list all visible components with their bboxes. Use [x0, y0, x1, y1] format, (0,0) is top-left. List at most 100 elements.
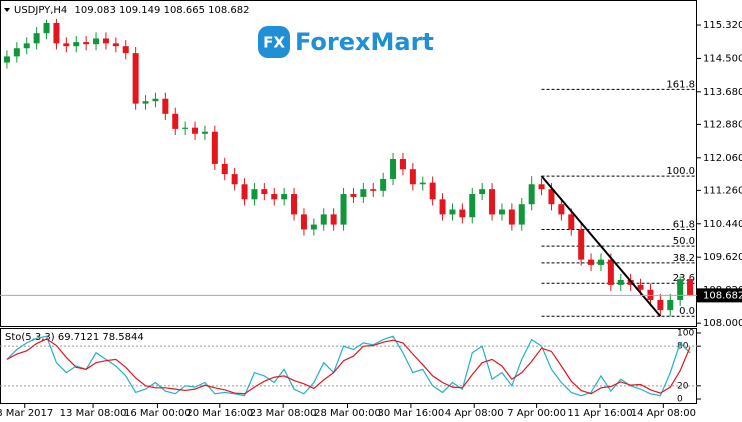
- candle-body: [320, 214, 327, 225]
- ind-tick-label: 80: [677, 342, 689, 352]
- current-price-box: [697, 288, 742, 303]
- candle-body: [251, 189, 258, 200]
- low: 108.665: [164, 5, 205, 16]
- y-tick-label: 112.880: [703, 119, 742, 130]
- header-arrow: [4, 8, 10, 12]
- fib-label: 23.6: [673, 273, 695, 284]
- main-panel: [0, 0, 697, 327]
- x-tick-label: 11 Apr 16:00: [567, 408, 632, 419]
- high: 109.149: [119, 5, 160, 16]
- logo-icon: FX: [263, 34, 285, 52]
- current-price-label: 108.682: [703, 290, 742, 301]
- y-tick-label: 108.000: [703, 318, 742, 329]
- x-tick-label: 14 Apr 08:00: [631, 408, 696, 419]
- candle-body: [479, 189, 486, 195]
- candle-body: [23, 43, 30, 49]
- fib-label: 50.0: [673, 236, 695, 247]
- main-last: 69.7121: [58, 332, 99, 343]
- candle-body: [489, 189, 496, 215]
- candle-body: [687, 279, 694, 296]
- y-tick-label: 114.500: [703, 53, 742, 64]
- candle-body: [13, 48, 20, 57]
- candle-body: [568, 214, 575, 230]
- candle-body: [142, 101, 149, 104]
- stoch-line: [6, 335, 691, 397]
- candle-body: [360, 189, 367, 197]
- x-tick-label: 13 Mar 08:00: [60, 408, 127, 419]
- candle-body: [340, 194, 347, 225]
- fib-label: 100.0: [666, 166, 695, 177]
- y-tick-label: 115.320: [703, 20, 742, 31]
- fib-label: 0.0: [679, 306, 695, 317]
- candle-body: [73, 42, 80, 47]
- logo-text: ForexMart: [295, 28, 434, 56]
- candle-body: [281, 194, 288, 200]
- fib-label: 38.2: [673, 253, 695, 264]
- candle-body: [122, 46, 129, 54]
- candle-body: [409, 169, 416, 185]
- candle-body: [43, 22, 50, 34]
- candle-body: [588, 259, 595, 265]
- y-tick-label: 111.260: [703, 185, 742, 196]
- candle-body: [162, 98, 169, 114]
- symbol: USDJPY,H4: [14, 5, 67, 16]
- candle-body: [291, 194, 298, 215]
- y-tick-label: 109.620: [703, 252, 742, 263]
- close: 108.682: [208, 5, 249, 16]
- x-tick-label: 7 Apr 00:00: [507, 408, 566, 419]
- candle-body: [192, 127, 199, 134]
- candle-body: [419, 182, 426, 185]
- candle-body: [647, 289, 654, 300]
- candle-body: [93, 38, 100, 45]
- x-tick-label: 30 Mar 16:00: [377, 408, 444, 419]
- candle-body: [469, 194, 476, 218]
- ind-tick-label: 20: [677, 381, 689, 391]
- x-tick-label: 16 Mar 00:00: [124, 408, 191, 419]
- candle-body: [182, 127, 189, 129]
- candle-body: [558, 204, 565, 215]
- y-tick-label: 113.680: [703, 87, 742, 98]
- candle-body: [231, 174, 238, 185]
- fib-label: 61.8: [673, 219, 695, 230]
- candle-body: [132, 53, 139, 104]
- indicator-name: Sto(5,3,3): [5, 332, 55, 343]
- ind-tick-label: 100: [677, 328, 694, 338]
- ind-tick-label: 0: [677, 395, 683, 405]
- x-tick-label: 4 Apr 08:00: [445, 408, 504, 419]
- chart-header: USDJPY,H4 109.083 109.149 108.665 108.68…: [14, 5, 249, 16]
- candle-body: [380, 178, 387, 191]
- candle-body: [172, 113, 179, 129]
- candle-body: [271, 194, 278, 200]
- x-tick-label: 28 Mar 00:00: [314, 408, 381, 419]
- candle-body: [657, 299, 664, 311]
- candle-body: [330, 214, 337, 225]
- candle-body: [597, 259, 604, 265]
- candle-body: [53, 22, 60, 44]
- candle-body: [528, 184, 535, 205]
- x-tick-label: 23 Mar 08:00: [250, 408, 317, 419]
- candle-body: [390, 159, 397, 179]
- logo-icon-bg: [258, 26, 290, 58]
- candle-body: [508, 209, 515, 225]
- signal-last: 78.5844: [102, 332, 143, 343]
- candle-body: [261, 189, 268, 195]
- stoch-line: [6, 338, 691, 395]
- candle-body: [310, 224, 317, 230]
- candle-body: [617, 279, 624, 285]
- y-tick-label: 112.060: [703, 153, 742, 164]
- candle-body: [102, 38, 109, 44]
- candle-body: [449, 209, 456, 215]
- x-tick-label: 20 Mar 16:00: [186, 408, 253, 419]
- candle-body: [459, 209, 466, 218]
- candle-body: [300, 214, 307, 230]
- candle-body: [677, 279, 684, 300]
- candle-body: [607, 259, 614, 285]
- open: 109.083: [74, 5, 115, 16]
- candle-body: [578, 229, 585, 260]
- candle-body: [399, 159, 406, 170]
- candle-body: [63, 43, 70, 47]
- candle-body: [152, 98, 159, 102]
- candle-body: [350, 194, 357, 197]
- trend-line: [540, 175, 662, 317]
- candle-body: [637, 284, 644, 290]
